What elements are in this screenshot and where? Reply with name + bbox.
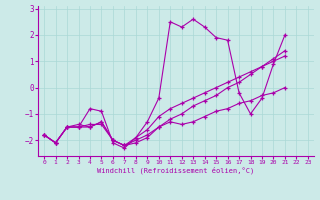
X-axis label: Windchill (Refroidissement éolien,°C): Windchill (Refroidissement éolien,°C): [97, 167, 255, 174]
